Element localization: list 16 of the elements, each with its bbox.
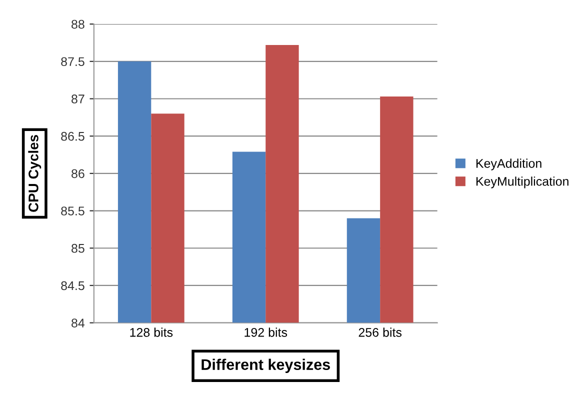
- y-tick-label: 84.5: [61, 281, 84, 290]
- y-tick-label: 87.5: [61, 57, 84, 66]
- x-tick-label: 256 bits: [358, 328, 402, 337]
- y-tick-label: 88: [72, 20, 84, 29]
- y-axis-title: CPU Cycles: [28, 135, 42, 212]
- x-axis-title: Different keysizes: [202, 358, 330, 374]
- y-tick-label: 85: [72, 244, 84, 253]
- x-tick-label: 128 bits: [130, 328, 173, 337]
- y-tick-label: 84: [72, 318, 85, 328]
- y-tick-label: 85.5: [61, 206, 84, 216]
- x-tick-label: 192 bits: [244, 328, 288, 337]
- legend-label: KeyMultiplication: [476, 176, 568, 188]
- legend-label: KeyAddition: [476, 158, 542, 170]
- y-tick-label: 86.5: [61, 132, 84, 141]
- y-tick-label: 86: [72, 169, 84, 178]
- y-tick-label: 87: [72, 94, 84, 104]
